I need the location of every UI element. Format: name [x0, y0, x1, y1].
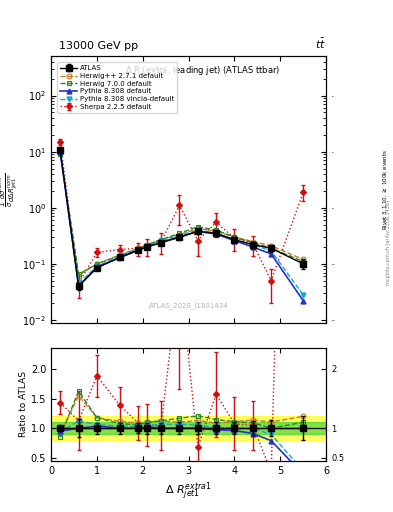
Herwig 7.0.0 default — [145, 242, 150, 248]
Pythia 8.308 default — [76, 283, 81, 289]
Text: ATLAS_2020_I1801434: ATLAS_2020_I1801434 — [149, 303, 228, 309]
Herwig++ 2.7.1 default — [159, 237, 163, 243]
Herwig 7.0.0 default — [232, 234, 237, 240]
Pythia 8.308 vincia-default — [58, 149, 62, 155]
Pythia 8.308 vincia-default — [214, 230, 219, 236]
Herwig++ 2.7.1 default — [269, 243, 274, 249]
Pythia 8.308 default — [195, 228, 200, 234]
Pythia 8.308 vincia-default — [76, 280, 81, 286]
Herwig 7.0.0 default — [159, 237, 163, 243]
Herwig 7.0.0 default — [58, 151, 62, 157]
Pythia 8.308 default — [145, 243, 150, 249]
Pythia 8.308 default — [136, 247, 141, 253]
Pythia 8.308 default — [58, 148, 62, 155]
Pythia 8.308 default — [95, 264, 99, 270]
Pythia 8.308 vincia-default — [118, 253, 122, 260]
Pythia 8.308 vincia-default — [95, 263, 99, 269]
Herwig++ 2.7.1 default — [118, 252, 122, 258]
Herwig++ 2.7.1 default — [301, 257, 306, 263]
Herwig++ 2.7.1 default — [214, 228, 219, 234]
Herwig++ 2.7.1 default — [95, 261, 99, 267]
Bar — [51, 422, 326, 434]
Herwig++ 2.7.1 default — [177, 232, 182, 238]
Pythia 8.308 vincia-default — [159, 238, 163, 244]
Pythia 8.308 vincia-default — [269, 248, 274, 254]
Herwig 7.0.0 default — [76, 271, 81, 278]
Line: Herwig 7.0.0 default: Herwig 7.0.0 default — [58, 152, 306, 277]
Text: $t\bar{t}$: $t\bar{t}$ — [315, 37, 326, 51]
Herwig++ 2.7.1 default — [58, 150, 62, 156]
Herwig 7.0.0 default — [301, 259, 306, 265]
Pythia 8.308 default — [301, 297, 306, 304]
Pythia 8.308 default — [232, 238, 237, 244]
Herwig++ 2.7.1 default — [232, 234, 237, 240]
Line: Herwig++ 2.7.1 default: Herwig++ 2.7.1 default — [58, 151, 306, 278]
Pythia 8.308 vincia-default — [136, 246, 141, 252]
Pythia 8.308 default — [269, 251, 274, 257]
Pythia 8.308 vincia-default — [145, 243, 150, 249]
Herwig 7.0.0 default — [269, 245, 274, 251]
Y-axis label: $\frac{1}{\sigma}\frac{d\sigma^{norm}}{d\Delta R_{jet1}^{norm}}$: $\frac{1}{\sigma}\frac{d\sigma^{norm}}{d… — [0, 172, 20, 207]
Herwig 7.0.0 default — [177, 230, 182, 237]
Pythia 8.308 vincia-default — [301, 292, 306, 298]
Pythia 8.308 vincia-default — [195, 227, 200, 233]
Pythia 8.308 default — [177, 234, 182, 240]
Pythia 8.308 default — [214, 231, 219, 237]
Text: mcplots.cern.ch [arXiv:1306.3436]: mcplots.cern.ch [arXiv:1306.3436] — [386, 200, 391, 285]
Text: Rivet 3.1.10, $\geq$ 100k events: Rivet 3.1.10, $\geq$ 100k events — [382, 149, 389, 230]
Pythia 8.308 vincia-default — [177, 232, 182, 239]
Herwig++ 2.7.1 default — [136, 245, 141, 251]
Herwig 7.0.0 default — [136, 246, 141, 252]
Bar — [51, 416, 326, 440]
Herwig 7.0.0 default — [95, 261, 99, 267]
Pythia 8.308 default — [118, 254, 122, 261]
Line: Pythia 8.308 vincia-default: Pythia 8.308 vincia-default — [58, 150, 306, 297]
Pythia 8.308 default — [250, 244, 255, 250]
Pythia 8.308 default — [159, 240, 163, 246]
Herwig 7.0.0 default — [214, 227, 219, 233]
X-axis label: $\Delta$ $R_{jet1}^{extra1}$: $\Delta$ $R_{jet1}^{extra1}$ — [165, 481, 212, 503]
Line: Pythia 8.308 default: Pythia 8.308 default — [58, 149, 306, 303]
Legend: ATLAS, Herwig++ 2.7.1 default, Herwig 7.0.0 default, Pythia 8.308 default, Pythi: ATLAS, Herwig++ 2.7.1 default, Herwig 7.… — [57, 62, 177, 113]
Herwig 7.0.0 default — [250, 240, 255, 246]
Herwig++ 2.7.1 default — [250, 239, 255, 245]
Y-axis label: Ratio to ATLAS: Ratio to ATLAS — [19, 372, 28, 437]
Pythia 8.308 vincia-default — [250, 242, 255, 248]
Herwig++ 2.7.1 default — [195, 225, 200, 231]
Text: $\Delta$ R (extra, leading jet) (ATLAS ttbar): $\Delta$ R (extra, leading jet) (ATLAS t… — [125, 65, 280, 77]
Text: 13000 GeV pp: 13000 GeV pp — [59, 41, 138, 51]
Herwig 7.0.0 default — [195, 224, 200, 230]
Herwig++ 2.7.1 default — [145, 242, 150, 248]
Herwig 7.0.0 default — [118, 252, 122, 259]
Herwig++ 2.7.1 default — [76, 272, 81, 279]
Pythia 8.308 vincia-default — [232, 237, 237, 243]
